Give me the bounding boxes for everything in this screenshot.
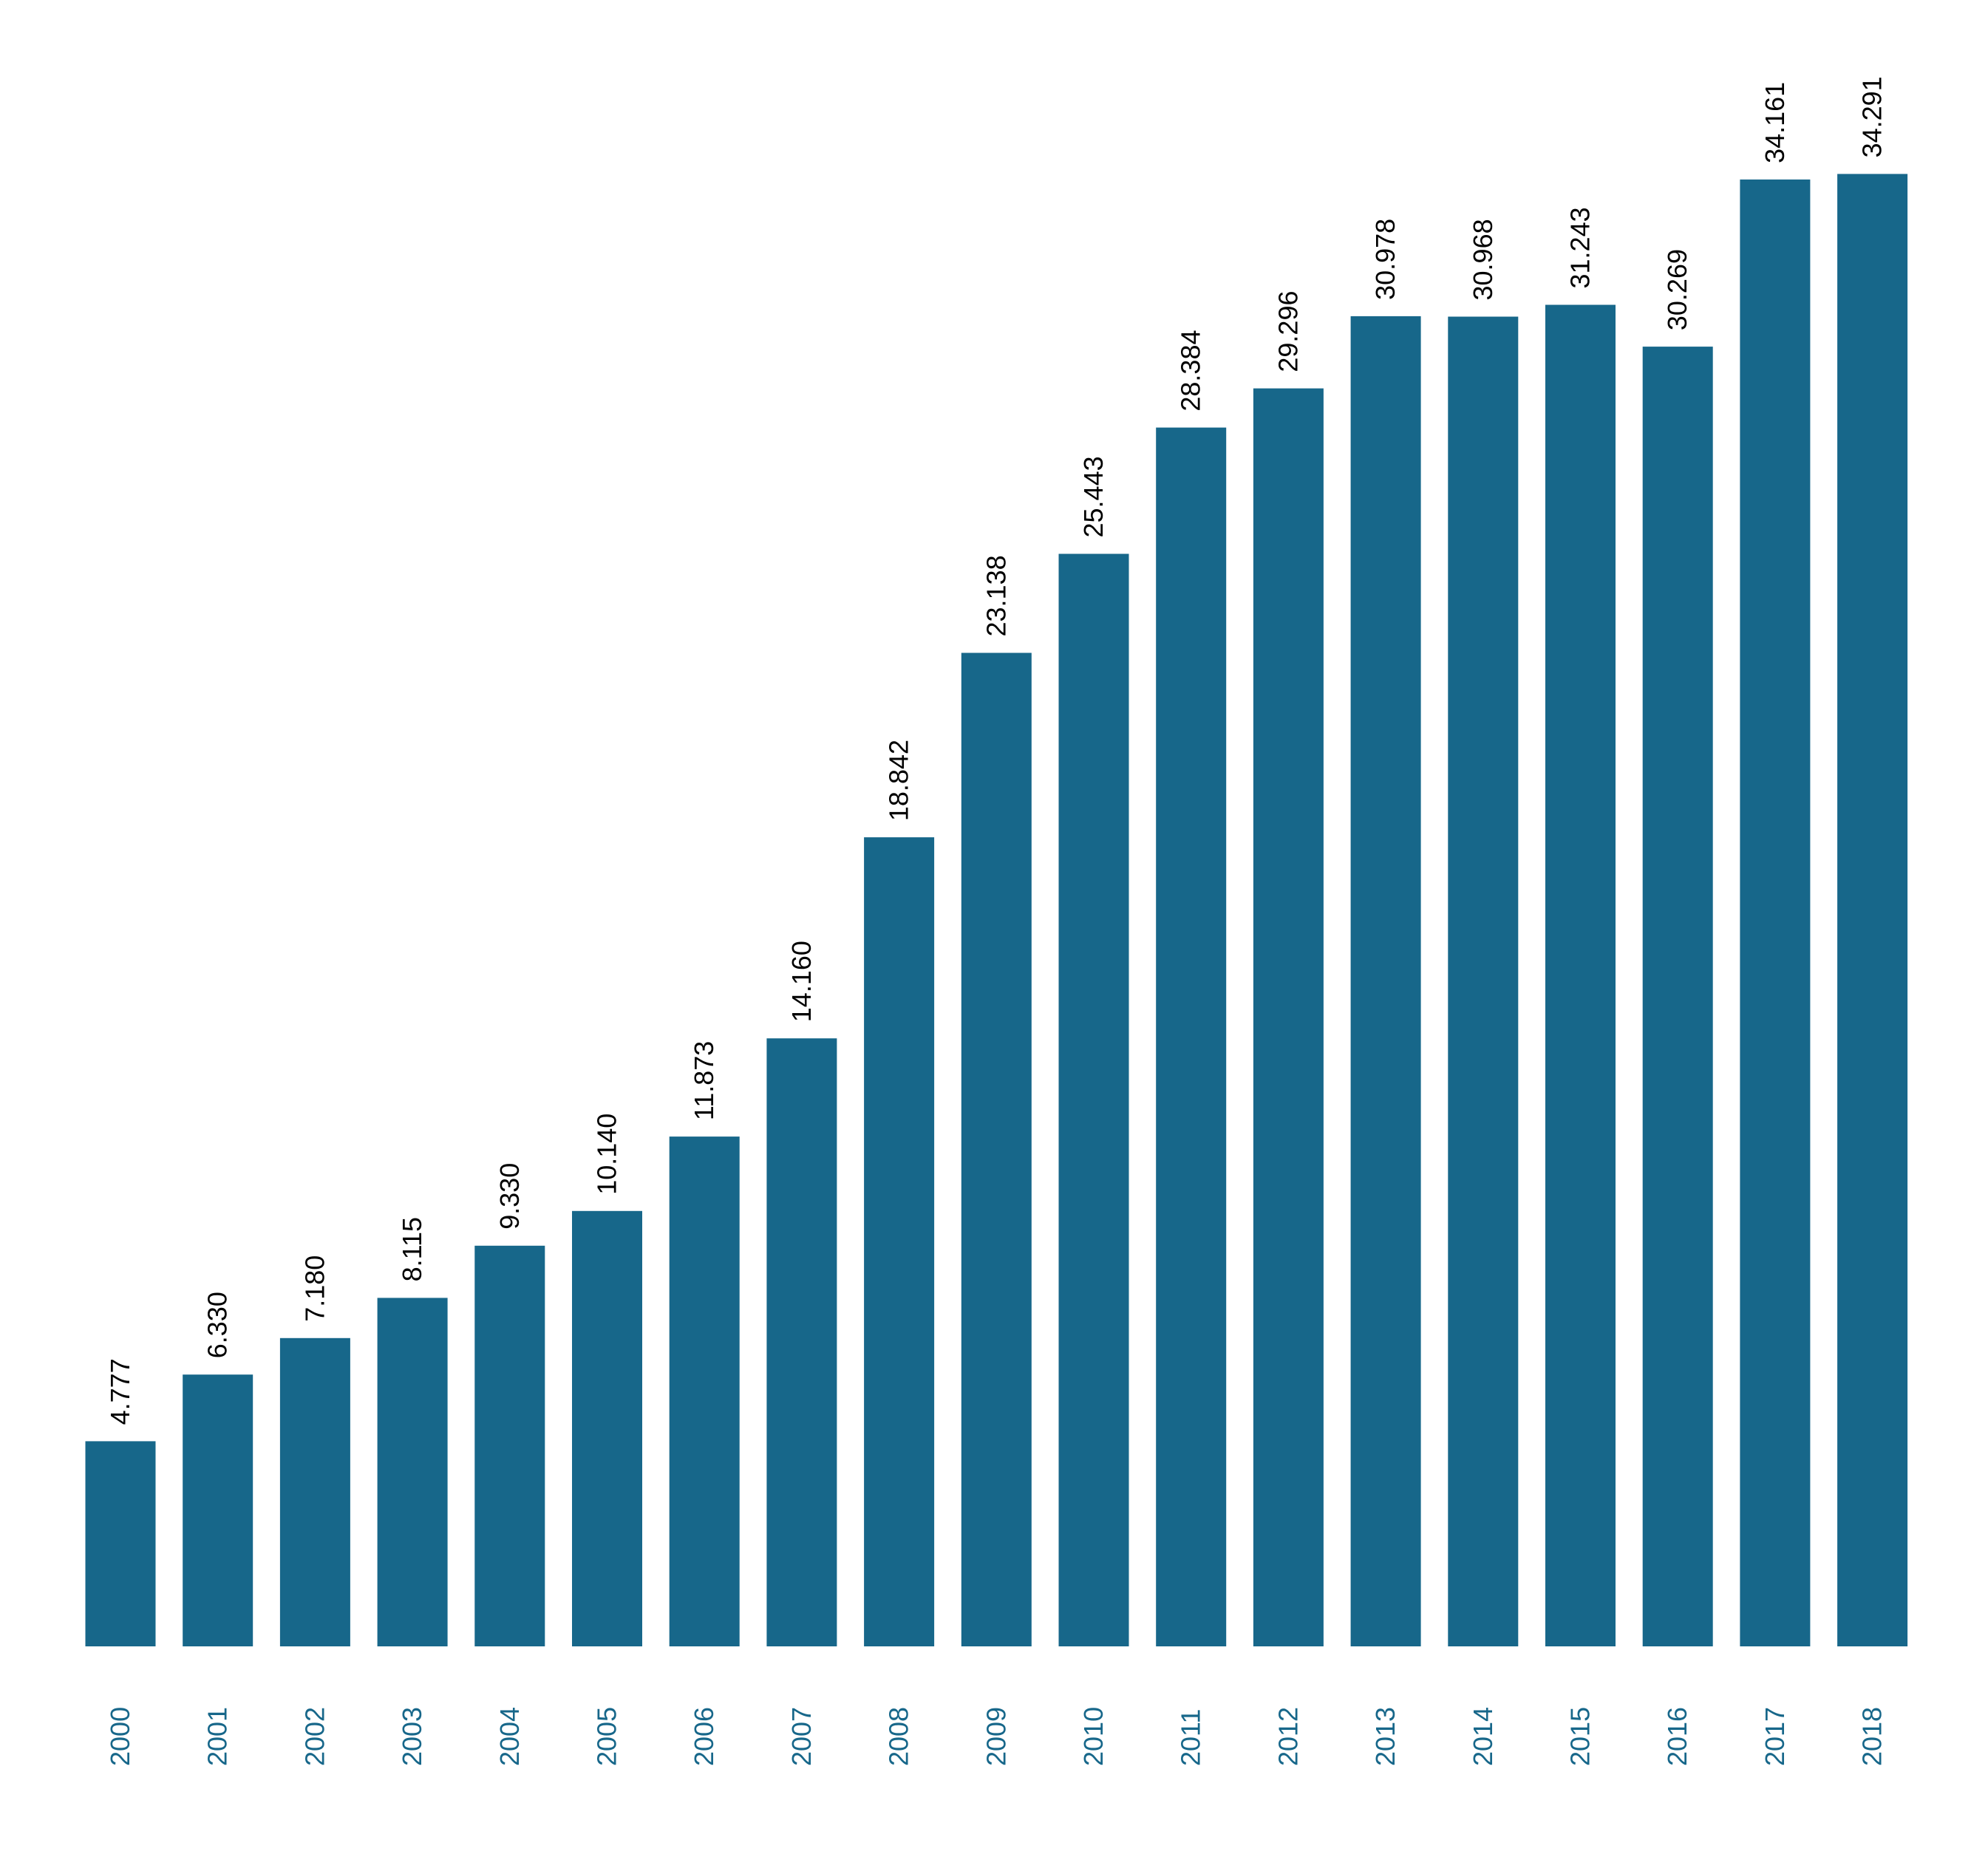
value-label-2013: 30.978 (1370, 219, 1400, 300)
value-label-2001: 6.330 (202, 1292, 233, 1358)
bar-2000 (85, 1441, 156, 1646)
category-label-2013: 2013 (1370, 1707, 1400, 1766)
category-label-2004: 2004 (494, 1707, 525, 1766)
category-label-2003: 2003 (397, 1707, 427, 1766)
bar-2001 (183, 1374, 253, 1646)
bar-2015 (1545, 304, 1616, 1646)
category-label-2002: 2002 (299, 1707, 330, 1766)
bar-2006 (669, 1136, 740, 1646)
bar-2014 (1448, 316, 1519, 1646)
category-label-2018: 2018 (1857, 1707, 1887, 1766)
value-label-2002: 7.180 (299, 1255, 330, 1322)
value-label-2005: 10.140 (592, 1114, 622, 1195)
category-label-2011: 2011 (1176, 1709, 1206, 1766)
category-label-2012: 2012 (1273, 1707, 1303, 1766)
value-label-2007: 14.160 (786, 941, 817, 1022)
category-label-2015: 2015 (1565, 1707, 1596, 1766)
value-label-2004: 9.330 (494, 1163, 525, 1230)
category-label-2006: 2006 (689, 1707, 719, 1766)
category-label-2009: 2009 (981, 1707, 1011, 1766)
category-label-2016: 2016 (1662, 1707, 1692, 1766)
bar-2005 (572, 1210, 642, 1646)
value-label-2008: 18.842 (884, 740, 914, 821)
category-label-2008: 2008 (884, 1707, 914, 1766)
value-label-2000: 4.777 (105, 1358, 135, 1425)
bar-2018 (1837, 174, 1908, 1646)
value-label-2015: 31.243 (1565, 207, 1596, 288)
bars-group (85, 174, 1908, 1647)
category-label-2010: 2010 (1078, 1707, 1109, 1766)
bar-2007 (766, 1038, 837, 1646)
bar-2009 (961, 652, 1032, 1646)
category-label-2005: 2005 (592, 1707, 622, 1766)
bar-2013 (1350, 316, 1421, 1646)
value-label-2014: 30.968 (1468, 219, 1498, 300)
bar-2012 (1253, 388, 1324, 1646)
category-label-2017: 2017 (1760, 1707, 1790, 1766)
value-label-2012: 29.296 (1273, 290, 1303, 372)
bar-2017 (1740, 179, 1811, 1646)
value-label-2017: 34.161 (1760, 82, 1790, 163)
bar-2010 (1058, 553, 1129, 1646)
category-labels-group: 2000 2001 2002 2003 2004 2005 2006 2007 2008 2009… (105, 1707, 1887, 1766)
value-label-2018: 34.291 (1857, 76, 1887, 157)
value-label-2011: 28.384 (1176, 330, 1206, 411)
value-label-2009: 23.138 (981, 555, 1011, 636)
bar-2004 (474, 1245, 545, 1646)
bar-2003 (377, 1298, 448, 1646)
category-label-2007: 2007 (786, 1707, 817, 1766)
category-label-2000: 2000 (105, 1707, 135, 1766)
bar-2008 (864, 837, 935, 1646)
bar-2011 (1156, 427, 1227, 1646)
value-label-2010: 25.443 (1078, 456, 1109, 537)
bar-2016 (1642, 347, 1713, 1647)
category-label-2014: 2014 (1468, 1707, 1498, 1766)
value-label-2016: 30.269 (1662, 249, 1692, 330)
category-label-2001: 2001 (202, 1707, 233, 1766)
value-labels-group: 4.777 6.330 7.180 8.115 9.330 10.140 11.873 14.… (105, 76, 1887, 1425)
value-label-2003: 8.115 (397, 1217, 427, 1281)
value-label-2006: 11.873 (689, 1041, 719, 1120)
bar-2002 (279, 1337, 350, 1646)
